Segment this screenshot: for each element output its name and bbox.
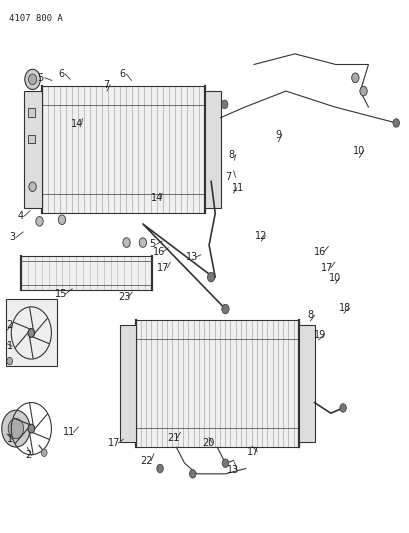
Circle shape xyxy=(2,410,30,447)
Text: 12: 12 xyxy=(254,231,267,241)
Text: 1: 1 xyxy=(7,341,13,351)
Text: 17: 17 xyxy=(108,438,120,448)
Circle shape xyxy=(28,74,36,85)
Text: 4107 800 A: 4107 800 A xyxy=(9,14,63,23)
Bar xyxy=(6,300,57,367)
Text: 16: 16 xyxy=(313,247,326,256)
Text: 2: 2 xyxy=(25,450,31,460)
Text: 3: 3 xyxy=(9,232,15,243)
Text: 17: 17 xyxy=(157,263,169,272)
Text: 13: 13 xyxy=(185,252,198,262)
Text: 5: 5 xyxy=(38,73,44,83)
Bar xyxy=(135,320,298,447)
Text: 17: 17 xyxy=(247,447,259,456)
Text: 11: 11 xyxy=(63,427,75,438)
Circle shape xyxy=(58,215,65,224)
Circle shape xyxy=(123,238,130,247)
Circle shape xyxy=(392,119,398,127)
Circle shape xyxy=(41,449,47,456)
Circle shape xyxy=(25,69,40,90)
Text: 1: 1 xyxy=(7,434,13,445)
Circle shape xyxy=(189,470,196,478)
Text: 9: 9 xyxy=(275,130,281,140)
Circle shape xyxy=(351,73,358,83)
Text: 18: 18 xyxy=(338,303,350,313)
Text: 17: 17 xyxy=(320,263,332,272)
Circle shape xyxy=(221,304,229,314)
Text: 2: 2 xyxy=(7,320,13,330)
Circle shape xyxy=(28,424,35,433)
Bar xyxy=(21,256,151,290)
Circle shape xyxy=(207,272,214,282)
Circle shape xyxy=(28,329,35,337)
Text: 10: 10 xyxy=(328,273,340,283)
Circle shape xyxy=(29,182,36,191)
Text: 5: 5 xyxy=(149,239,155,249)
Circle shape xyxy=(339,403,346,412)
Text: 6: 6 xyxy=(119,69,125,79)
Text: 8: 8 xyxy=(228,150,234,160)
Circle shape xyxy=(139,238,146,247)
Circle shape xyxy=(156,464,163,473)
Circle shape xyxy=(221,100,227,109)
Text: 16: 16 xyxy=(153,247,165,256)
Text: 11: 11 xyxy=(232,183,244,193)
Bar xyxy=(298,325,314,442)
Text: 10: 10 xyxy=(353,146,365,156)
Bar xyxy=(24,91,42,208)
Text: 14: 14 xyxy=(150,193,162,204)
Text: 8: 8 xyxy=(307,310,313,320)
Text: 19: 19 xyxy=(313,329,326,340)
Text: 7: 7 xyxy=(103,80,109,90)
Circle shape xyxy=(7,358,13,365)
Circle shape xyxy=(222,459,228,467)
Circle shape xyxy=(8,418,24,439)
Text: 20: 20 xyxy=(202,438,214,448)
Text: 7: 7 xyxy=(225,172,231,182)
Text: 13: 13 xyxy=(226,465,238,474)
Bar xyxy=(41,86,204,213)
Text: 15: 15 xyxy=(55,289,67,299)
Text: 22: 22 xyxy=(140,456,153,465)
Bar xyxy=(120,325,136,442)
Text: 21: 21 xyxy=(166,433,179,443)
Bar xyxy=(204,91,220,208)
Bar xyxy=(28,135,34,143)
Bar xyxy=(28,108,34,117)
Text: 4: 4 xyxy=(17,211,23,221)
Circle shape xyxy=(359,86,366,96)
Text: 6: 6 xyxy=(58,69,64,79)
Circle shape xyxy=(36,216,43,226)
Text: 14: 14 xyxy=(71,119,83,129)
Text: 23: 23 xyxy=(118,292,130,302)
